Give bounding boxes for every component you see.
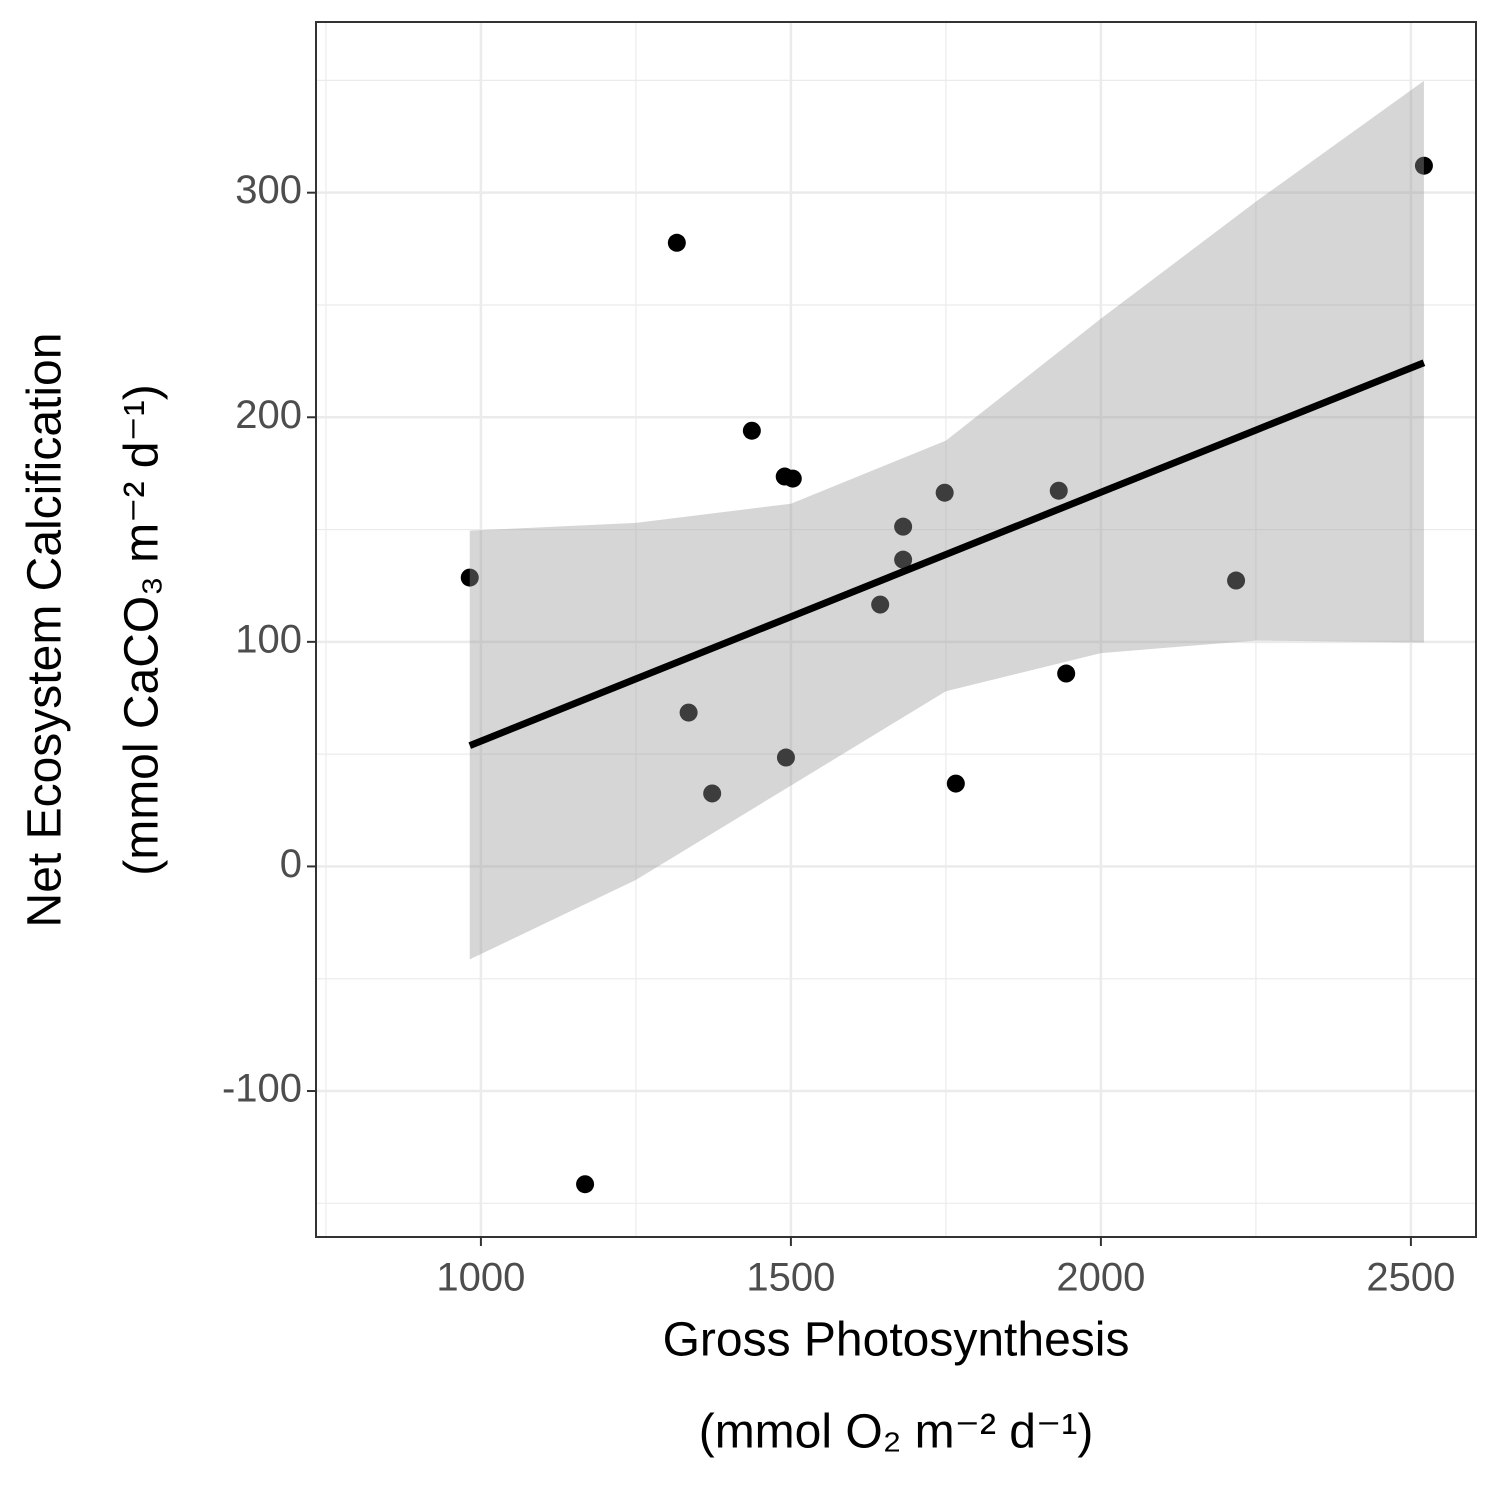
point <box>946 774 965 793</box>
x-tick-label: 1000 <box>436 1256 525 1300</box>
point <box>894 517 913 536</box>
point <box>1057 664 1076 683</box>
x-tick-label: 2500 <box>1366 1256 1455 1300</box>
x-axis-title: Gross Photosynthesis <box>663 1314 1130 1367</box>
y-tick-label: -100 <box>222 1067 302 1111</box>
point <box>871 595 890 614</box>
point <box>703 784 722 803</box>
y-tick-label: 200 <box>235 393 302 437</box>
labels: 1000 1500 2000 2500 -100 0 100 200 300 <box>222 168 1455 1299</box>
y-tick-label: 0 <box>280 842 302 886</box>
point <box>679 703 698 722</box>
point <box>776 748 795 767</box>
y-axis-title: Net Ecosystem Calcification <box>19 333 72 928</box>
marks <box>460 80 1433 1194</box>
point <box>1049 481 1068 500</box>
grid <box>316 22 1476 1237</box>
point <box>1414 156 1433 175</box>
point <box>742 421 761 440</box>
x-tick-label: 2000 <box>1056 1256 1145 1300</box>
x-axis-subtitle: (mmol O₂ m⁻² d⁻¹) <box>699 1406 1094 1459</box>
point <box>935 483 954 502</box>
confidence-band <box>469 80 1424 960</box>
y-axis-subtitle: (mmol CaCO₃ m⁻² d⁻¹) <box>116 384 169 876</box>
point <box>894 550 913 569</box>
point <box>1227 571 1246 590</box>
point <box>783 469 802 488</box>
point <box>460 568 479 587</box>
point <box>667 233 686 252</box>
x-tick-label: 1500 <box>746 1256 835 1300</box>
y-tick-label: 100 <box>235 617 302 661</box>
y-tick-label: 300 <box>235 168 302 212</box>
panel-background <box>316 22 1476 1237</box>
point <box>576 1175 595 1194</box>
fit-line <box>468 359 1426 749</box>
panel-border <box>315 21 1477 1238</box>
